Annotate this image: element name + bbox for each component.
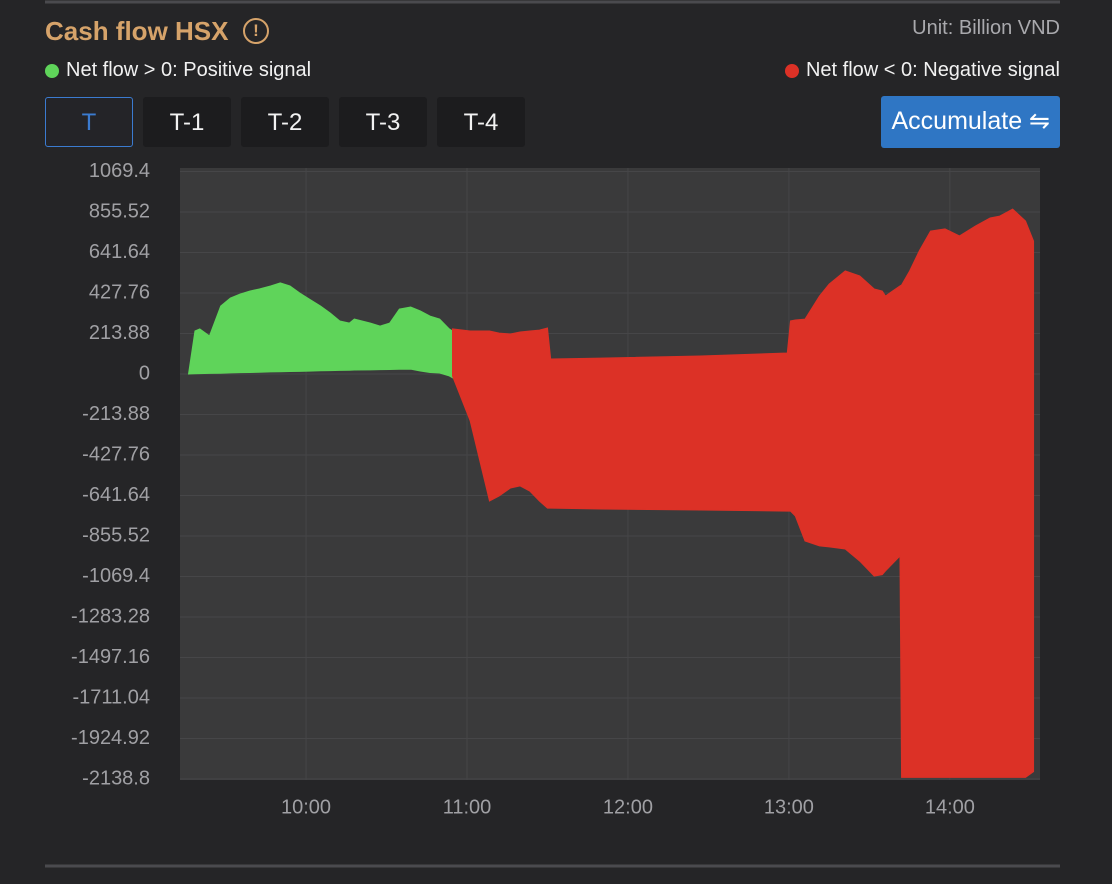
- y-tick-label: -427.76: [82, 443, 150, 465]
- unit-label: Unit: Billion VND: [912, 17, 1060, 39]
- legend-label: Net flow < 0: Negative signal: [805, 59, 1060, 81]
- period-tab[interactable]: T-3: [339, 97, 427, 147]
- y-tick-label: 0: [139, 362, 150, 384]
- y-tick-label: 427.76: [89, 281, 150, 303]
- y-tick-label: -1283.28: [71, 605, 150, 627]
- period-tab[interactable]: T: [45, 97, 133, 147]
- y-tick-label: 213.88: [89, 322, 150, 344]
- period-tab[interactable]: T-1: [143, 97, 231, 147]
- legend-dot: [784, 63, 799, 78]
- y-tick-label: -855.52: [82, 524, 150, 546]
- legend-label: Net flow > 0: Positive signal: [66, 59, 312, 81]
- y-tick-label: -1924.92: [71, 727, 150, 749]
- y-tick-label: -1069.4: [82, 565, 150, 587]
- y-tick-label: 641.64: [89, 241, 150, 263]
- y-tick-label: -1711.04: [73, 686, 150, 708]
- legend-item: Net flow > 0: Positive signal: [45, 59, 311, 82]
- legend-dot: [45, 63, 59, 78]
- y-tick-label: 1069.4: [89, 160, 150, 182]
- period-tab[interactable]: T-4: [437, 97, 525, 147]
- period-tab[interactable]: T-2: [241, 97, 329, 147]
- x-tick-label: 12:00: [603, 796, 653, 818]
- info-icon[interactable]: !: [243, 18, 269, 44]
- legend-item: Net flow < 0: Negative signal: [784, 59, 1060, 82]
- flow-area: [452, 208, 1035, 778]
- x-tick-label: 11:00: [443, 796, 492, 818]
- y-tick-label: -1497.16: [71, 646, 150, 668]
- y-tick-label: -641.64: [82, 484, 150, 506]
- x-tick-label: 10:00: [281, 796, 331, 818]
- y-tick-label: -213.88: [82, 403, 150, 425]
- y-tick-label: -2138.8: [82, 767, 150, 789]
- x-tick-label: 13:00: [764, 796, 814, 818]
- accumulate-button[interactable]: Accumulate ⇋: [881, 96, 1060, 148]
- widget-title: Cash flow HSX: [45, 16, 229, 46]
- x-tick-label: 14:00: [925, 796, 975, 818]
- y-tick-label: 855.52: [89, 200, 150, 222]
